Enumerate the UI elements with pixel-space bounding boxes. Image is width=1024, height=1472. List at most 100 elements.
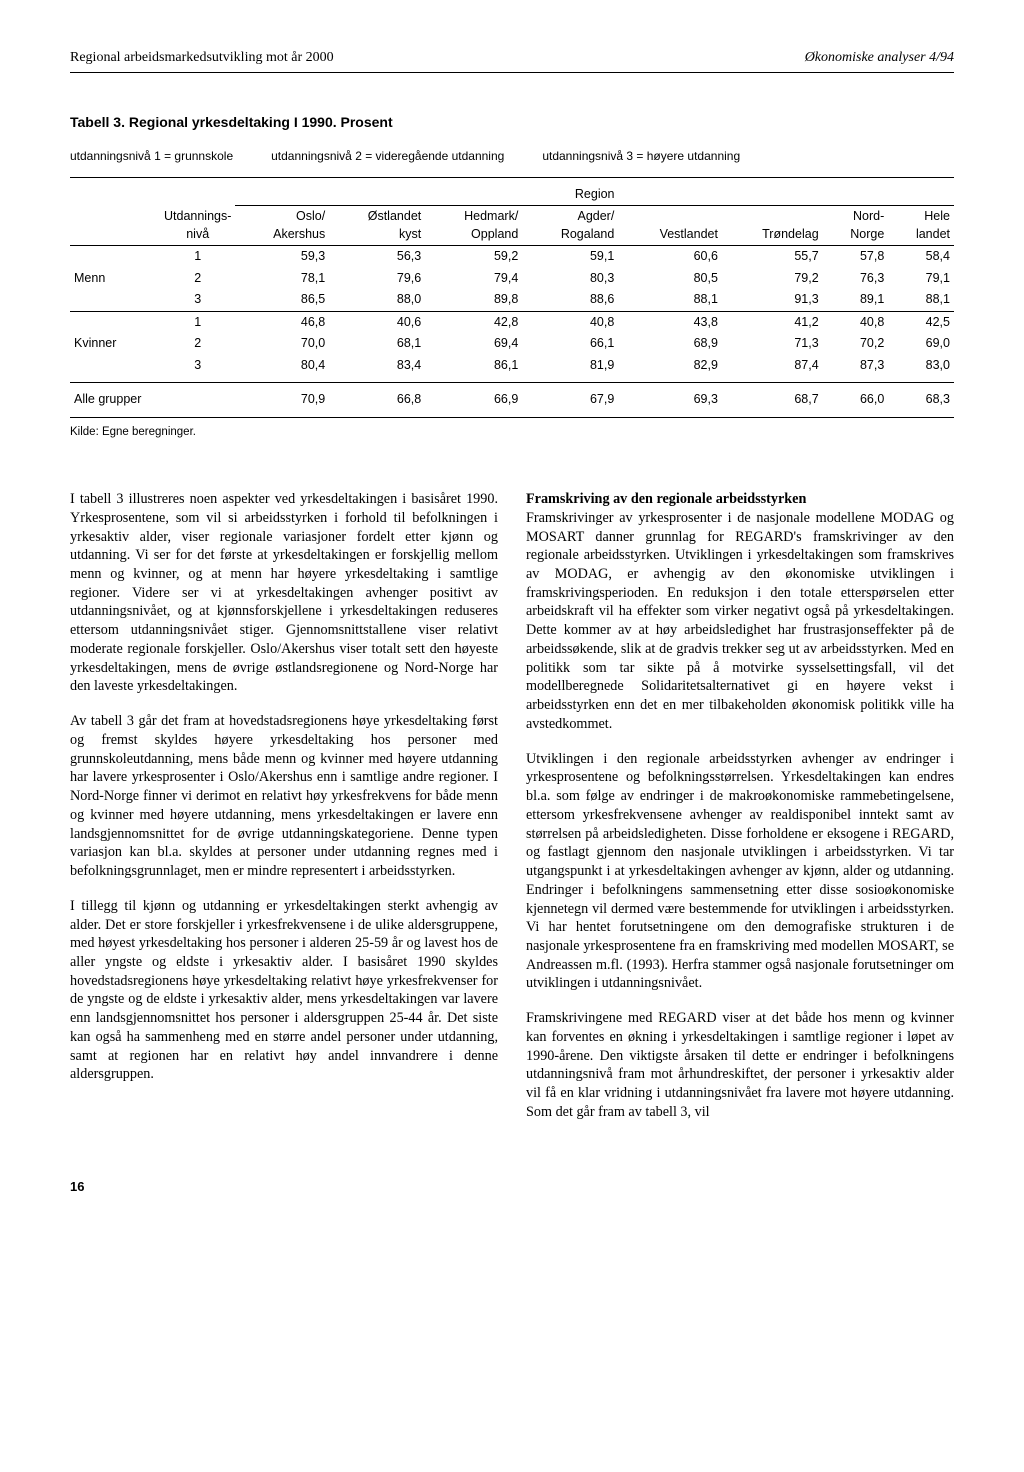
body-text: I tabell 3 illustreres noen aspekter ved… [70, 490, 954, 1138]
cell: 66,0 [823, 383, 889, 418]
cell: 78,1 [235, 268, 329, 290]
paragraph: Utviklingen i den regionale arbeidsstyrk… [526, 750, 954, 994]
cell: 86,5 [235, 289, 329, 311]
cell: 89,8 [425, 289, 522, 311]
cell: 79,2 [722, 268, 823, 290]
total-label: Alle grupper [70, 383, 235, 418]
running-header: Regional arbeidsmarkedsutvikling mot år … [70, 48, 954, 73]
group-label: Menn [70, 268, 160, 290]
cell: 88,1 [618, 289, 722, 311]
stub-header: Utdannings- nivå [160, 206, 235, 246]
cell: 69,0 [888, 333, 954, 355]
left-column: I tabell 3 illustreres noen aspekter ved… [70, 490, 498, 1138]
group-label [70, 311, 160, 333]
right-column: Framskriving av den regionale arbeidssty… [526, 490, 954, 1138]
cell: 79,1 [888, 268, 954, 290]
col-trondelag: Trøndelag [722, 206, 823, 246]
section-heading: Framskriving av den regionale arbeidssty… [526, 491, 806, 507]
cell: 58,4 [888, 246, 954, 268]
cell: 88,6 [522, 289, 618, 311]
level-number: 1 [160, 311, 235, 333]
cell: 66,8 [329, 383, 425, 418]
page-number: 16 [70, 1178, 954, 1196]
paragraph: Framskriving av den regionale arbeidssty… [526, 490, 954, 734]
cell: 68,9 [618, 333, 722, 355]
table-source: Kilde: Egne beregninger. [70, 424, 954, 440]
cell: 46,8 [235, 311, 329, 333]
cell: 41,2 [722, 311, 823, 333]
cell: 83,4 [329, 355, 425, 383]
education-level-legend: utdanningsnivå 1 = grunnskole utdannings… [70, 148, 954, 165]
group-label [70, 289, 160, 311]
level-number: 3 [160, 289, 235, 311]
cell: 79,4 [425, 268, 522, 290]
col-oslo: Oslo/ Akershus [235, 206, 329, 246]
data-table: Region Utdannings- nivå Oslo/ Akershus Ø… [70, 177, 954, 418]
col-hedmark: Hedmark/ Oppland [425, 206, 522, 246]
cell: 59,2 [425, 246, 522, 268]
cell: 87,4 [722, 355, 823, 383]
cell: 83,0 [888, 355, 954, 383]
header-left: Regional arbeidsmarkedsutvikling mot år … [70, 48, 334, 68]
group-label: Kvinner [70, 333, 160, 355]
cell: 82,9 [618, 355, 722, 383]
cell: 42,8 [425, 311, 522, 333]
cell: 57,8 [823, 246, 889, 268]
cell: 80,5 [618, 268, 722, 290]
cell: 69,4 [425, 333, 522, 355]
cell: 66,1 [522, 333, 618, 355]
cell: 68,1 [329, 333, 425, 355]
paragraph: Framskrivingene med REGARD viser at det … [526, 1009, 954, 1121]
cell: 56,3 [329, 246, 425, 268]
col-hele: Hele landet [888, 206, 954, 246]
cell: 89,1 [823, 289, 889, 311]
cell: 76,3 [823, 268, 889, 290]
col-agder: Agder/ Rogaland [522, 206, 618, 246]
cell: 40,8 [522, 311, 618, 333]
level-number: 2 [160, 333, 235, 355]
cell: 69,3 [618, 383, 722, 418]
level-number: 3 [160, 355, 235, 383]
cell: 40,8 [823, 311, 889, 333]
cell: 86,1 [425, 355, 522, 383]
group-label [70, 355, 160, 383]
cell: 79,6 [329, 268, 425, 290]
cell: 81,9 [522, 355, 618, 383]
level-number: 1 [160, 246, 235, 268]
group-label [70, 246, 160, 268]
cell: 88,1 [888, 289, 954, 311]
cell: 70,2 [823, 333, 889, 355]
cell: 68,7 [722, 383, 823, 418]
paragraph: I tabell 3 illustreres noen aspekter ved… [70, 490, 498, 696]
level-2: utdanningsnivå 2 = videregående utdannin… [271, 148, 504, 165]
cell: 59,3 [235, 246, 329, 268]
cell: 66,9 [425, 383, 522, 418]
level-number: 2 [160, 268, 235, 290]
header-right: Økonomiske analyser 4/94 [805, 48, 954, 68]
cell: 43,8 [618, 311, 722, 333]
cell: 68,3 [888, 383, 954, 418]
col-nordnorge: Nord- Norge [823, 206, 889, 246]
cell: 40,6 [329, 311, 425, 333]
cell: 67,9 [522, 383, 618, 418]
cell: 70,0 [235, 333, 329, 355]
cell: 87,3 [823, 355, 889, 383]
level-3: utdanningsnivå 3 = høyere utdanning [542, 148, 740, 165]
cell: 91,3 [722, 289, 823, 311]
cell: 80,3 [522, 268, 618, 290]
cell: 80,4 [235, 355, 329, 383]
level-1: utdanningsnivå 1 = grunnskole [70, 148, 233, 165]
cell: 42,5 [888, 311, 954, 333]
cell: 71,3 [722, 333, 823, 355]
cell: 55,7 [722, 246, 823, 268]
paragraph: I tillegg til kjønn og utdanning er yrke… [70, 897, 498, 1084]
cell: 70,9 [235, 383, 329, 418]
cell: 59,1 [522, 246, 618, 268]
col-ostlandet: Østlandet kyst [329, 206, 425, 246]
paragraph: Av tabell 3 går det fram at hovedstadsre… [70, 712, 498, 881]
col-vestlandet: Vestlandet [618, 206, 722, 246]
table-title: Tabell 3. Regional yrkesdeltaking I 1990… [70, 113, 954, 133]
cell: 88,0 [329, 289, 425, 311]
cell: 60,6 [618, 246, 722, 268]
region-header: Region [239, 180, 950, 204]
